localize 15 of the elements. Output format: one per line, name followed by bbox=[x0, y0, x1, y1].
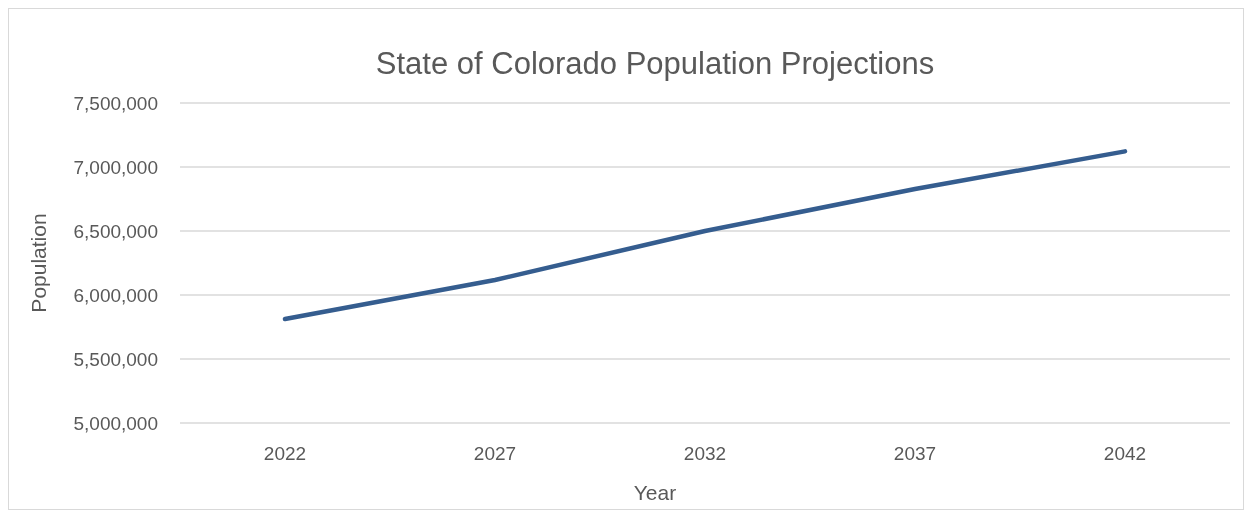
line-series bbox=[282, 149, 1128, 322]
x-tick-label: 2037 bbox=[893, 443, 937, 464]
x-axis-title: Year bbox=[633, 481, 677, 504]
y-tick-label: 7,500,000 bbox=[73, 93, 158, 114]
x-tick-label: 2022 bbox=[263, 443, 307, 464]
y-tick-label: 6,000,000 bbox=[73, 285, 158, 306]
x-tick-label: 2042 bbox=[1103, 443, 1147, 464]
x-tick-label: 2027 bbox=[473, 443, 517, 464]
y-tick-label: 5,000,000 bbox=[73, 413, 158, 434]
y-tick-label: 5,500,000 bbox=[73, 349, 158, 370]
y-tick-label: 7,000,000 bbox=[73, 157, 158, 178]
y-tick-label: 6,500,000 bbox=[73, 221, 158, 242]
x-tick-label: 2032 bbox=[683, 443, 727, 464]
chart-title: State of Colorado Population Projections bbox=[375, 46, 935, 81]
y-axis-title: Population bbox=[27, 213, 50, 313]
